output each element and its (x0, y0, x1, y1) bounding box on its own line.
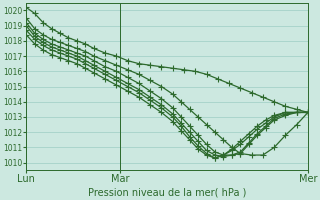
X-axis label: Pression niveau de la mer( hPa ): Pression niveau de la mer( hPa ) (88, 187, 246, 197)
